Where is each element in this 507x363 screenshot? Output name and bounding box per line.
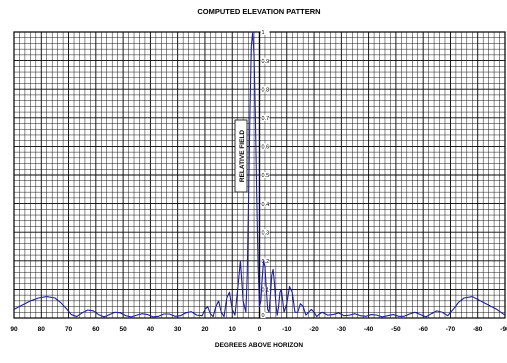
y-tick-label-bg xyxy=(260,57,270,64)
y-tick-label: 0.5 xyxy=(262,173,270,179)
y-tick-label: 0.2 xyxy=(262,259,270,265)
x-tick-label: 20 xyxy=(201,326,209,333)
x-tick-label: -20 xyxy=(309,326,319,333)
y-axis-label: RELATIVE FIELD xyxy=(239,130,246,183)
y-tick-label: 0 xyxy=(262,313,265,319)
x-tick-label: -70 xyxy=(446,326,456,333)
y-tick-label: 0.9 xyxy=(262,59,270,65)
series-layer xyxy=(13,31,506,318)
x-tick-label: 0 xyxy=(258,326,262,333)
y-tick-labels: 0.1 0.2 0.3 0.4 0.5 0.6 0.7 0.8 0.9 1 0 xyxy=(260,29,270,319)
x-tick-label: 10 xyxy=(229,326,237,333)
y-tick-label: 0.6 xyxy=(262,145,270,151)
x-tick-label: -40 xyxy=(364,326,374,333)
chart-title: COMPUTED ELEVATION PATTERN xyxy=(197,7,320,16)
x-tick-label: 60 xyxy=(92,326,100,333)
y-tick-label-bg xyxy=(260,257,270,264)
x-tick-labels: 90 80 70 60 50 40 30 20 10 0 -10 -20 -30 -40 -50 -60 -70… xyxy=(10,326,507,333)
y-tick-label: 0.3 xyxy=(262,230,270,236)
y-tick-label-bg xyxy=(260,172,270,178)
y-tick-label: 0.4 xyxy=(262,202,270,208)
series-line xyxy=(13,31,506,318)
x-tick-label: -50 xyxy=(391,326,401,333)
y-axis-label-box: RELATIVE FIELD xyxy=(234,119,248,193)
x-tick-label: -10 xyxy=(282,326,292,333)
y-tick-label: 1 xyxy=(262,30,265,36)
y-tick-label: 0.8 xyxy=(262,87,270,93)
y-tick-label: 0.7 xyxy=(262,116,270,122)
x-tick-label: 80 xyxy=(38,326,46,333)
x-tick-label: 40 xyxy=(147,326,155,333)
x-tick-label: -30 xyxy=(337,326,347,333)
y-tick-label-bg xyxy=(260,286,270,293)
x-tick-label: -90 xyxy=(500,326,507,333)
y-tick-label-bg xyxy=(260,143,270,150)
y-tick-label-bg xyxy=(260,86,270,93)
y-tick-label-bg xyxy=(260,229,270,236)
x-tick-label: 50 xyxy=(119,326,127,333)
x-tick-label: 70 xyxy=(65,326,73,333)
x-tick-label: -80 xyxy=(473,326,483,333)
axes xyxy=(13,31,506,319)
x-tick-label: 90 xyxy=(10,326,18,333)
y-tick-label-bg xyxy=(260,312,266,318)
x-axis-label: DEGREES ABOVE HORIZON xyxy=(215,342,304,349)
x-tick-label: 30 xyxy=(174,326,182,333)
y-tick-label-bg xyxy=(260,29,270,35)
y-tick-label-bg xyxy=(260,114,270,121)
x-tick-label: -60 xyxy=(418,326,428,333)
y-tick-label: 0.1 xyxy=(262,288,270,294)
y-tick-label-bg xyxy=(260,200,270,207)
